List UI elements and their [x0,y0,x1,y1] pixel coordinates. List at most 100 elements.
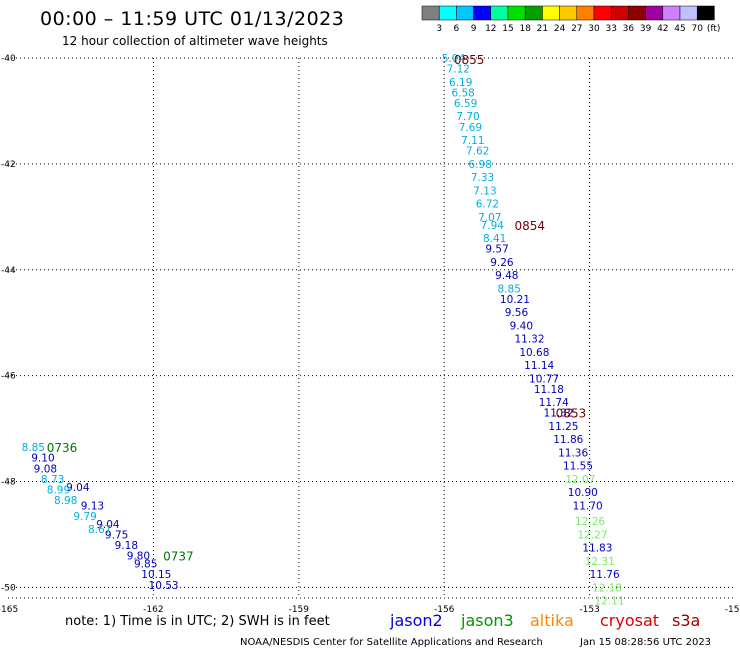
wave-height-value: 9.18 [115,540,138,552]
longitude-ticks: -165 -162 -159 -156 -153 -150 [0,605,740,615]
wave-height-value: 10.90 [568,487,598,499]
pass-time-label: 0853 [556,407,587,421]
colorbar-swatch [438,5,457,21]
latitude-tick-label: -42 [1,160,16,170]
wave-height-value: 12.11 [594,596,624,608]
colorbar-label: 24 [554,24,566,34]
wave-height-value: 9.40 [510,320,533,332]
colorbar-label: 18 [519,24,531,34]
colorbar-swatch [696,5,715,21]
latitude-tick-label: -46 [1,372,16,382]
wave-height-value: 11.25 [548,421,578,433]
wave-height-value: 9.79 [73,511,96,523]
colorbar-swatch [559,5,578,21]
map-subtitle: 12 hour collection of altimeter wave hei… [62,34,328,48]
wave-height-value: 12.27 [577,529,607,541]
map-grid [8,57,735,599]
wave-height-value: 7.13 [473,185,496,197]
wave-height-value: 9.04 [66,482,90,494]
pass-time-label: 0737 [163,550,194,564]
colorbar-swatch [662,5,681,21]
wave-height-value: 10.15 [141,569,171,581]
wave-height-value: 11.18 [534,384,564,396]
wave-height-value: 6.58 [451,87,474,99]
wave-height-value: 9.80 [127,551,150,563]
wave-height-value: 12.31 [585,556,615,568]
colorbar-swatch [593,5,612,21]
wave-height-value: 10.77 [529,373,559,385]
colorbar-swatch [456,5,474,21]
wave-height-value: 6.98 [468,159,491,171]
wave-height-value: 8.67 [88,524,111,536]
wave-height-value: 9.56 [505,307,529,319]
colorbar-swatch [576,5,595,21]
colorbar-label: 42 [657,24,668,34]
wave-height-value: 7.69 [459,122,482,134]
longitude-tick-label: -159 [289,605,310,615]
colorbar-label: 15 [502,24,513,34]
credit-text: NOAA/NESDIS Center for Satellite Applica… [240,637,543,648]
colorbar-label: 30 [588,24,600,34]
latitude-tick-label: -50 [1,583,16,593]
wave-height-value: 11.32 [544,408,574,420]
latitude-tick-label: -44 [1,266,16,276]
pass-time-label: 0736 [47,441,78,455]
colorbar-label: 12 [485,24,496,34]
wave-height-value: 5.04 [442,53,466,65]
wave-height-value: 11.70 [573,500,603,512]
colorbar-swatch [524,5,543,21]
colorbar-swatch [679,5,698,21]
wave-height-value: 7.07 [478,212,501,224]
wave-height-value: 7.70 [456,111,479,123]
legend-jason3: jason3 [460,611,514,630]
wave-height-value: 12.18 [592,582,622,594]
wave-height-value: 10.53 [149,580,179,592]
wave-height-value: 9.75 [105,529,128,541]
wave-height-value: 7.62 [466,146,489,158]
longitude-tick-label: -150 [725,605,740,615]
colorbar-label: 27 [571,24,582,34]
colorbar-swatch [473,5,492,21]
wave-height-value: 9.10 [31,453,54,465]
colorbar-label: 6 [454,24,460,34]
legend-s3a: s3a [672,611,700,630]
colorbar-swatch [490,5,509,21]
wave-height-value: 7.33 [471,172,494,184]
colorbar-label: 45 [674,24,685,34]
colorbar-label: 36 [623,24,635,34]
wave-height-value: 9.85 [134,559,157,571]
colorbar-unit: (ft) [707,24,721,34]
map-title: 00:00 – 11:59 UTC 01/13/2023 [40,8,344,30]
colorbar-swatch [507,5,526,21]
wave-height-value: 6.72 [476,199,499,211]
wave-height-value: 9.48 [495,270,518,282]
wave-height-value: 12.07 [565,474,595,486]
satellite-legend: jason2 jason3 altika cryosat s3a [389,611,700,630]
wave-height-value: 11.55 [563,461,593,473]
wave-height-value: 7.12 [447,64,470,76]
wave-height-value: 12.26 [575,516,605,528]
longitude-tick-label: -165 [0,605,18,615]
wave-height-value: 8.85 [498,283,521,295]
wave-height-value: 8.98 [54,495,77,507]
colorbar-label: 39 [640,24,652,34]
pass-time-label: 0854 [514,219,545,233]
colorbar-swatch [610,5,629,21]
longitude-tick-label: -153 [579,605,599,615]
wave-height-value: 10.68 [519,347,549,359]
units-note: note: 1) Time is in UTC; 2) SWH is in fe… [65,614,330,629]
wave-height-value: 11.74 [539,397,569,409]
colorbar-label: 9 [471,24,477,34]
latitude-ticks: -40 -42 -44 -46 -48 -50 [1,54,16,593]
wave-height-value: 7.11 [461,135,484,147]
wave-height-value: 10.21 [500,294,530,306]
colorbar-label: 33 [605,24,616,34]
wave-height-value: 11.76 [590,569,620,581]
pass-time-label: 0855 [454,53,485,67]
colorbar-swatch [542,5,560,21]
wave-height-value: 8.73 [41,474,64,486]
wave-height-value: 9.08 [34,463,57,475]
wave-height-value: 8.41 [483,233,506,245]
wave-height-value: 6.59 [454,98,477,110]
wave-height-colorbar: 3 6 9 12 15 18 21 24 27 30 33 36 39 42 45 70 (ft) [421,5,721,34]
